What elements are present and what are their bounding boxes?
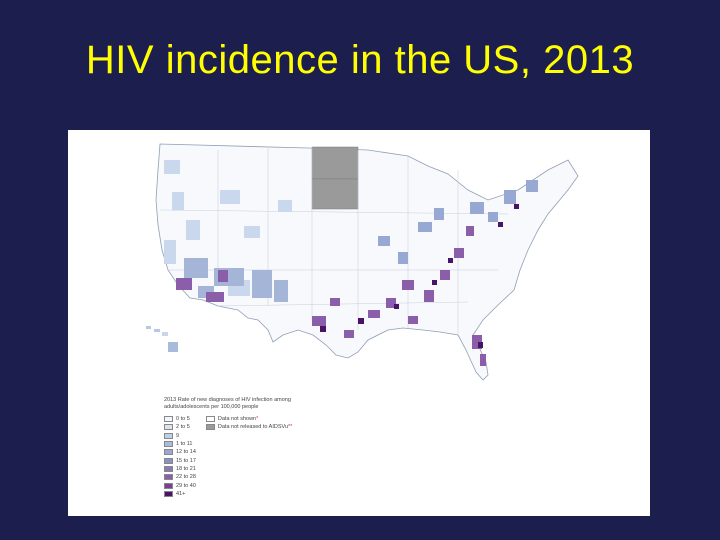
west-light-counties	[164, 160, 292, 296]
legend-label: 9	[176, 432, 180, 439]
legend-swatch	[164, 449, 173, 456]
slide-title: HIV incidence in the US, 2013	[85, 38, 635, 82]
legend-label: 41+	[176, 490, 186, 497]
legend-note: *	[256, 416, 259, 423]
legend-label: 2 to 5	[176, 424, 190, 431]
map-legend: 2013 Rate of new diagnoses of HIV infect…	[164, 397, 364, 498]
legend-item: 1 to 11	[164, 440, 196, 448]
high-rate-counties	[176, 226, 486, 366]
choropleth-map-panel: 2013 Rate of new diagnoses of HIV infect…	[68, 130, 650, 516]
legend-swatch	[205, 424, 215, 431]
legend-item: 15 to 17	[164, 456, 196, 464]
legend-item: 22 to 28	[164, 473, 196, 481]
legend-label: 15 to 17	[176, 457, 196, 464]
legend-label: 0 to 5	[176, 416, 190, 423]
legend-swatch	[164, 482, 173, 489]
east-counties	[378, 180, 538, 264]
highest-rate-counties	[320, 204, 519, 348]
legend-note: **	[288, 424, 293, 431]
legend-item: 41+	[164, 490, 196, 498]
legend-swatch	[164, 424, 173, 431]
legend-label: Data not released to AIDSVu**	[217, 424, 293, 431]
legend-label: 12 to 14	[176, 449, 196, 456]
legend-label: Data not shown*	[217, 416, 259, 423]
legend-item: 9	[164, 432, 196, 440]
legend-swatch	[164, 474, 173, 481]
hawaii-islands	[146, 326, 178, 352]
legend-swatch	[164, 465, 173, 472]
legend-item: 18 to 21	[164, 465, 196, 473]
contiguous-us-outline	[155, 143, 579, 381]
legend-swatch	[205, 416, 215, 423]
legend-label: 22 to 28	[176, 474, 196, 481]
legend-item: 0 to 5	[164, 415, 196, 423]
legend-label: 29 to 40	[176, 482, 196, 489]
no-data-states	[311, 146, 359, 210]
legend-title: 2013 Rate of new diagnoses of HIV infect…	[164, 397, 291, 410]
legend-item: 12 to 14	[164, 448, 196, 456]
legend-swatch	[164, 490, 173, 497]
legend-swatch	[164, 457, 173, 464]
legend-swatch	[164, 416, 173, 423]
us-county-map	[146, 143, 579, 381]
legend-swatch	[164, 441, 173, 448]
legend-item: Data not shown*	[205, 415, 292, 423]
legend-label: 1 to 11	[176, 441, 193, 448]
legend-label: 18 to 21	[176, 465, 196, 472]
legend-item: Data not released to AIDSVu**	[205, 423, 293, 431]
legend-other-categories: Data not shown* Data not released to AIDS…	[205, 415, 293, 498]
legend-item: 29 to 40	[164, 481, 196, 489]
legend-swatch	[164, 432, 173, 439]
legend-item: 2 to 5	[164, 423, 196, 431]
